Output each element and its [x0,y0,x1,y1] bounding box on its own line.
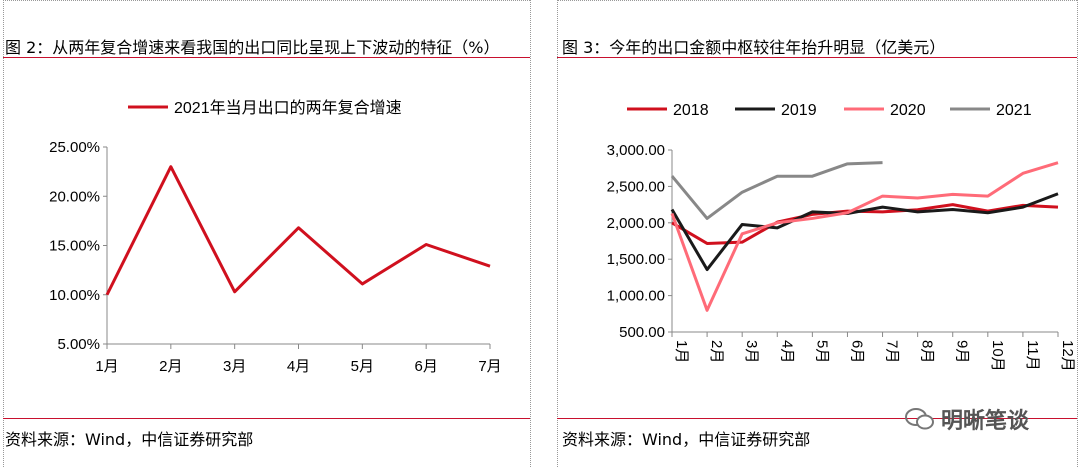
divider [1077,0,1078,467]
series-line-2021年当月出口的两年复合增速 [105,165,491,296]
x-tick-label: 2月 [159,358,182,375]
divider [3,0,4,467]
x-tick-label: 6月 [848,340,865,363]
y-tick-label: 2,000.00 [607,215,665,232]
left-chart-title: 图 2：从两年复合增速来看我国的出口同比呈现上下波动的特征（%） [5,38,500,57]
y-tick-label: 25.00% [49,139,100,156]
x-tick-label: 1月 [673,340,690,363]
watermark-text: 明晰笔谈 [941,409,1030,434]
series-line-2019 [670,192,1059,272]
divider [557,418,1077,419]
y-tick-label: 15.00% [49,238,100,255]
left-source: 资料来源：Wind，中信证券研究部 [5,430,254,449]
x-tick-label: 5月 [351,358,374,375]
divider [530,0,531,467]
divider [557,0,1077,1]
x-tick-label: 12月 [1059,340,1076,372]
divider [3,0,530,1]
x-tick-label: 8月 [919,340,936,363]
series-line-2020 [670,161,1059,312]
x-tick-label: 10月 [989,340,1006,372]
y-tick-label: 3,000.00 [607,142,665,159]
watermark: 明晰笔谈 [905,403,1029,435]
x-tick-label: 3月 [743,340,760,363]
y-tick-label: 10.00% [49,287,100,304]
legend-label: 2019 [781,102,817,119]
divider [557,57,1077,58]
x-tick-label: 9月 [954,340,971,363]
x-tick-label: 7月 [884,340,901,363]
x-tick-label: 4月 [778,340,795,363]
y-tick-label: 1,000.00 [607,288,665,305]
x-tick-label: 3月 [223,358,246,375]
legend-label: 2021年当月出口的两年复合增速 [174,99,402,117]
right-chart-title: 图 3：今年的出口金额中枢较往年抬升明显（亿美元） [562,38,946,57]
x-tick-label: 1月 [95,358,118,375]
right-source: 资料来源：Wind，中信证券研究部 [562,430,811,449]
y-tick-label: 20.00% [49,188,100,205]
legend-label: 2021 [996,102,1032,119]
divider [3,418,530,419]
x-tick-label: 2月 [708,340,725,363]
left-line-chart: 5.00% 10.00% 15.00% 20.00% 25.00% 1月 2月 3月 4月 5月 6… [49,99,502,375]
x-tick-label: 6月 [414,358,437,375]
y-tick-label: 5.00% [57,336,100,353]
divider [3,57,530,58]
x-tick-label: 7月 [478,358,501,375]
wechat-icon [905,408,934,430]
series-line-2021 [670,161,883,220]
y-tick-label: 1,500.00 [607,251,665,268]
legend-label: 2020 [890,102,926,119]
x-tick-label: 4月 [287,358,310,375]
x-tick-label: 5月 [813,340,830,363]
x-tick-label: 11月 [1024,340,1041,371]
divider [557,0,558,467]
y-tick-label: 2,500.00 [607,178,665,195]
right-line-chart: 500.00 1,000.00 1,500.00 2,000.00 2,500.00 3,… [607,102,1076,372]
y-tick-label: 500.00 [619,324,665,341]
legend-label: 2018 [673,102,709,119]
